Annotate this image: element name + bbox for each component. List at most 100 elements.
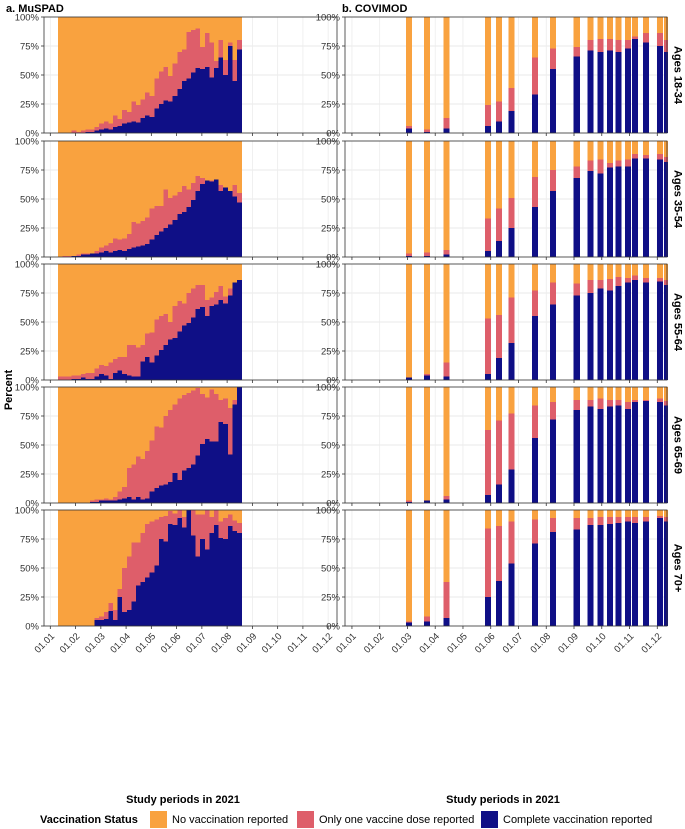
covimod-bar-one-dose-segment — [550, 48, 557, 70]
x-tick-label: 01.03 — [390, 631, 415, 656]
muspad-bar-none-segment — [181, 17, 187, 50]
covimod-bar-none-segment — [615, 387, 622, 400]
covimod-bar-one-dose-segment — [484, 105, 492, 127]
muspad-bar-none-segment — [218, 510, 224, 522]
muspad-bar-one-dose-segment — [172, 404, 178, 473]
muspad-bar-one-dose-segment — [186, 189, 192, 208]
muspad-bar-one-dose-segment — [181, 516, 187, 528]
muspad-bar-one-dose-segment — [227, 514, 233, 527]
facet-label: Ages 70+ — [672, 544, 684, 593]
muspad-bar-none-segment — [181, 510, 187, 517]
covimod-bar-complete-segment — [587, 50, 594, 133]
muspad-bar-complete-segment — [227, 454, 233, 503]
muspad-bar-complete-segment — [168, 224, 174, 257]
covimod-bar-complete-segment — [573, 56, 580, 133]
covimod-bar-complete-segment — [597, 525, 604, 626]
muspad-bar-one-dose-segment — [149, 332, 155, 363]
muspad-bar-one-dose-segment — [223, 296, 229, 304]
muspad-bar-one-dose-segment — [85, 253, 91, 255]
muspad-bar-none-segment — [172, 17, 178, 64]
muspad-bar-none-segment — [186, 17, 192, 33]
covimod-bar-none-segment — [484, 264, 492, 319]
facet-strip — [668, 264, 685, 380]
muspad-bar-one-dose-segment — [177, 398, 183, 480]
covimod-bar-none-segment — [484, 141, 492, 219]
covimod-bar-complete-segment — [643, 42, 650, 133]
covimod-bar-none-segment — [484, 387, 492, 430]
covimod-bar-complete-segment — [405, 255, 412, 257]
muspad-bar-one-dose-segment — [76, 254, 82, 256]
covimod-bar-one-dose-segment — [423, 374, 430, 376]
covimod-bar-none-segment — [625, 510, 632, 517]
y-tick-label: 0% — [25, 129, 39, 140]
muspad-bar-none-segment — [103, 141, 109, 246]
covimod-bar-one-dose-segment — [587, 399, 594, 407]
covimod-bar-one-dose-segment — [597, 159, 604, 174]
covimod-bar-one-dose-segment — [508, 297, 515, 343]
y-tick-label: 75% — [20, 535, 40, 546]
muspad-bar-complete-segment — [117, 126, 123, 133]
muspad-bar-none-segment — [227, 264, 233, 289]
muspad-bar-none-segment — [108, 510, 114, 603]
muspad-bar-none-segment — [71, 141, 77, 256]
covimod-bar-one-dose-segment — [587, 40, 594, 51]
muspad-bar-none-segment — [85, 264, 91, 374]
muspad-bar-one-dose-segment — [181, 395, 187, 471]
covimod-bar-one-dose-segment — [532, 405, 539, 439]
covimod-bar-none-segment — [423, 264, 430, 375]
covimod-bar-complete-segment — [587, 525, 594, 626]
muspad-bar-none-segment — [227, 17, 233, 43]
y-tick-label: 0% — [25, 376, 39, 387]
muspad-bar-one-dose-segment — [71, 375, 77, 379]
y-tick-label: 100% — [316, 260, 341, 271]
covimod-bar-none-segment — [405, 264, 412, 378]
covimod-bar-one-dose-segment — [484, 218, 492, 252]
muspad-bar-none-segment — [67, 141, 73, 256]
covimod-bar-complete-segment — [508, 342, 515, 380]
y-tick-label: 0% — [326, 129, 340, 140]
covimod-bar-complete-segment — [657, 281, 664, 380]
x-tick-label: 01.01 — [334, 631, 359, 656]
covimod-bar-complete-segment — [405, 128, 412, 133]
muspad-bar-one-dose-segment — [181, 303, 187, 326]
muspad-bar-complete-segment — [140, 117, 146, 133]
muspad-bar-one-dose-segment — [112, 115, 118, 128]
covimod-bar-complete-segment — [532, 438, 539, 503]
covimod-bar-one-dose-segment — [643, 399, 650, 401]
legend-swatch — [481, 811, 498, 828]
muspad-bar-none-segment — [158, 264, 164, 317]
muspad-bar-complete-segment — [236, 202, 242, 257]
muspad-bar-complete-segment — [94, 253, 100, 257]
muspad-bar-complete-segment — [186, 468, 192, 503]
y-tick-label: 0% — [326, 376, 340, 387]
muspad-bar-none-segment — [158, 17, 164, 72]
muspad-bar-none-segment — [131, 17, 137, 102]
covimod-bar-complete-segment — [632, 39, 639, 133]
muspad-bar-complete-segment — [195, 309, 201, 380]
muspad-bar-one-dose-segment — [209, 180, 215, 182]
muspad-bar-complete-segment — [209, 533, 215, 626]
muspad-bar-complete-segment — [108, 129, 114, 133]
legend-swatch — [297, 811, 314, 828]
muspad-bar-complete-segment — [236, 49, 242, 134]
muspad-bar-none-segment — [195, 387, 201, 389]
covimod-bar-complete-segment — [597, 51, 604, 133]
muspad-bar-complete-segment — [154, 487, 160, 503]
muspad-bar-none-segment — [126, 510, 132, 557]
muspad-bar-none-segment — [232, 264, 238, 290]
muspad-bar-complete-segment — [186, 510, 192, 626]
facet-strip — [668, 141, 685, 257]
muspad-bar-complete-segment — [85, 254, 91, 257]
muspad-bar-complete-segment — [191, 535, 197, 626]
muspad-bar-none-segment — [172, 510, 178, 514]
covimod-bar-complete-segment — [496, 240, 503, 257]
muspad-bar-none-segment — [57, 510, 63, 626]
muspad-bar-none-segment — [195, 17, 201, 29]
covimod-bar-one-dose-segment — [657, 277, 664, 282]
y-tick-label: 75% — [20, 289, 40, 300]
muspad-bar-none-segment — [236, 264, 242, 281]
muspad-bar-one-dose-segment — [168, 197, 174, 225]
muspad-bar-complete-segment — [232, 282, 238, 380]
covimod-bar-none-segment — [508, 264, 515, 298]
y-tick-label: 75% — [20, 42, 40, 53]
